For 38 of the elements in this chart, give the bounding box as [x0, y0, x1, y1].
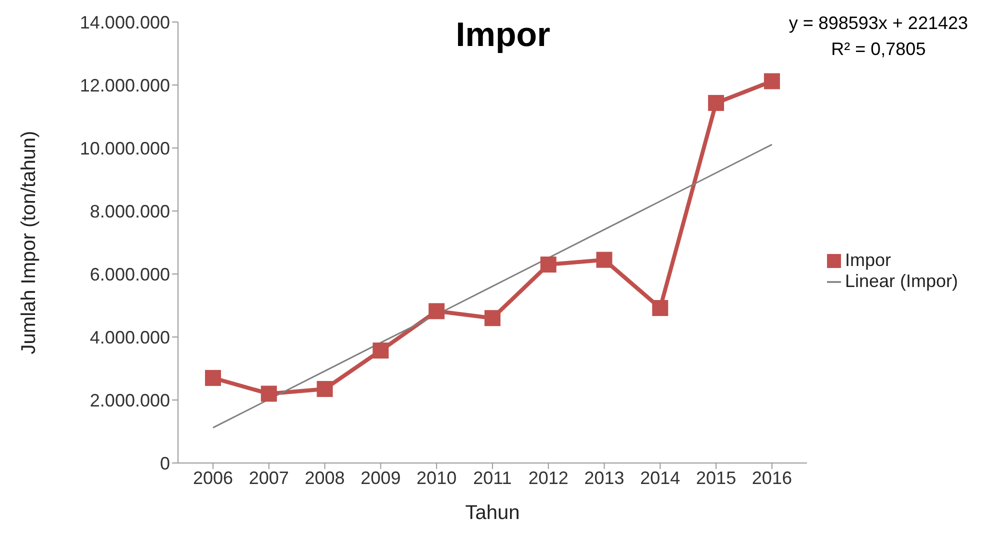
- x-tick-label: 2007: [248, 468, 289, 488]
- point: [596, 252, 612, 268]
- point: [540, 256, 556, 273]
- y-tick-label: 8.000.000: [90, 201, 170, 222]
- legend-label: Linear (Impor): [844, 270, 958, 290]
- x-tick-label: 2012: [528, 468, 568, 488]
- point: [708, 94, 724, 111]
- y-tick-label: 2.000.000: [90, 390, 170, 410]
- point: [260, 386, 277, 402]
- point: [205, 370, 221, 386]
- x-tick-label: 2011: [473, 468, 512, 488]
- y-tick-label: 6.000.000: [90, 264, 170, 284]
- legend-label: Impor: [844, 250, 891, 270]
- y-tick-label: 10.000.000: [80, 138, 170, 158]
- y-tick-label: 12.000.000: [80, 75, 170, 96]
- x-tick-label: 2008: [304, 468, 345, 488]
- y-axis-title: Jumlah Impor (ton/tahun): [18, 130, 40, 354]
- x-tick-label: 2006: [192, 468, 234, 488]
- point: [428, 303, 445, 320]
- point: [652, 300, 668, 316]
- point: [372, 342, 389, 359]
- annotation: y = 898593x + 221423: [788, 12, 968, 35]
- y-tick-label: 0: [160, 453, 170, 474]
- line-series: [212, 144, 773, 428]
- x-tick-label: 2010: [416, 468, 457, 488]
- x-tick-label: 2015: [696, 468, 736, 488]
- x-tick-label: 2016: [752, 468, 792, 488]
- x-tick-label: 2009: [360, 468, 401, 488]
- x-axis-title: Tahun: [465, 502, 520, 524]
- y-tick-label: 14.000.000: [80, 12, 170, 32]
- point: [316, 380, 333, 397]
- point: [764, 73, 780, 90]
- x-tick-label: 2014: [640, 468, 680, 488]
- text: R² = 0,7805: [830, 38, 927, 61]
- point: [484, 310, 500, 326]
- chart-title: Impor: [454, 16, 552, 55]
- y-tick-label: 4.000.000: [90, 327, 170, 348]
- x-tick-label: 2013: [584, 468, 624, 488]
